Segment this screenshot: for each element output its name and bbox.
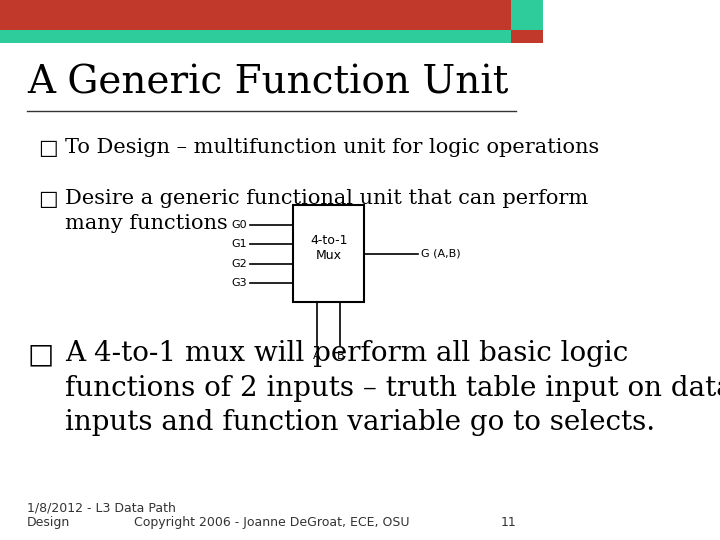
FancyBboxPatch shape bbox=[293, 205, 364, 302]
Text: G2: G2 bbox=[231, 259, 247, 268]
Text: G (A,B): G (A,B) bbox=[421, 249, 461, 259]
Text: A Generic Function Unit: A Generic Function Unit bbox=[27, 65, 508, 102]
Text: G1: G1 bbox=[232, 239, 247, 249]
Text: G3: G3 bbox=[232, 278, 247, 288]
Text: A: A bbox=[313, 351, 320, 361]
Text: □: □ bbox=[38, 138, 58, 158]
FancyBboxPatch shape bbox=[510, 0, 544, 30]
Text: Desire a generic functional unit that can perform
many functions: Desire a generic functional unit that ca… bbox=[66, 189, 588, 233]
Text: □: □ bbox=[27, 340, 53, 368]
Text: To Design – multifunction unit for logic operations: To Design – multifunction unit for logic… bbox=[66, 138, 600, 157]
FancyBboxPatch shape bbox=[510, 30, 544, 43]
Text: □: □ bbox=[38, 189, 58, 209]
Text: 11: 11 bbox=[500, 516, 516, 529]
Text: A 4-to-1 mux will perform all basic logic
functions of 2 inputs – truth table in: A 4-to-1 mux will perform all basic logi… bbox=[66, 340, 720, 436]
Text: Copyright 2006 - Joanne DeGroat, ECE, OSU: Copyright 2006 - Joanne DeGroat, ECE, OS… bbox=[134, 516, 410, 529]
Text: B: B bbox=[337, 351, 344, 361]
FancyBboxPatch shape bbox=[0, 30, 544, 43]
Text: 1/8/2012 - L3 Data Path
Design: 1/8/2012 - L3 Data Path Design bbox=[27, 501, 176, 529]
FancyBboxPatch shape bbox=[0, 0, 544, 30]
Text: 4-to-1
Mux: 4-to-1 Mux bbox=[310, 234, 348, 262]
Text: G0: G0 bbox=[232, 220, 247, 229]
